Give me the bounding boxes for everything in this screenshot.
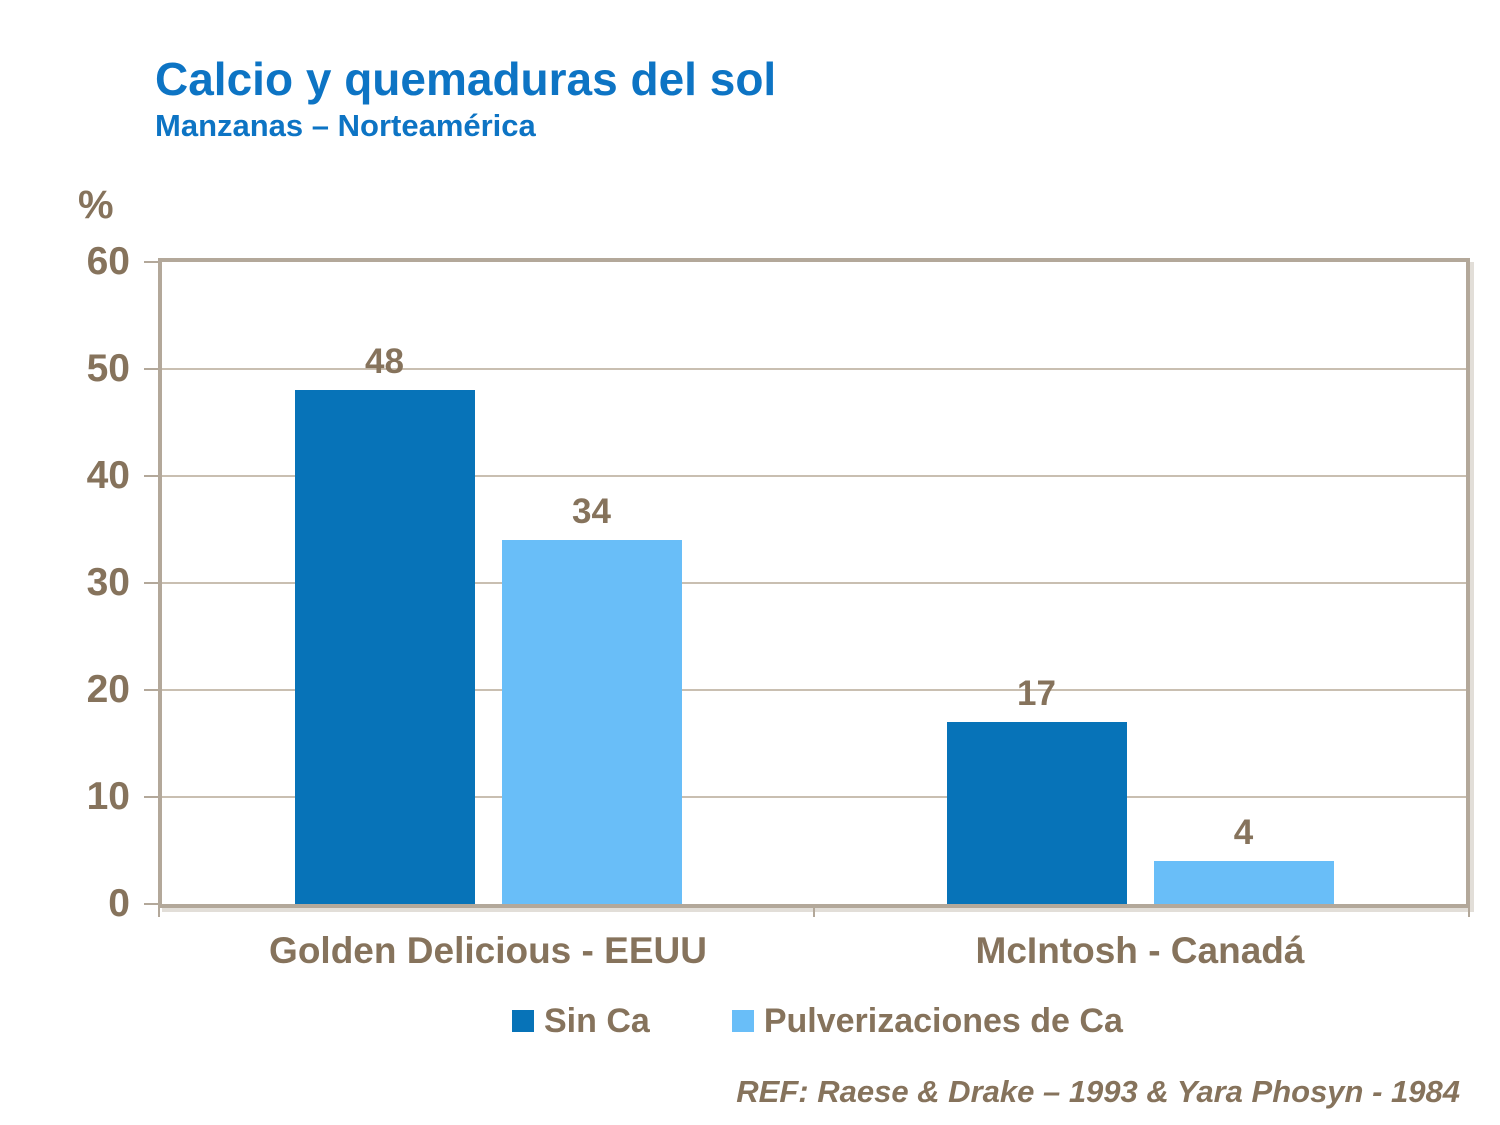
y-tick-label: 40 xyxy=(86,454,130,497)
y-tick-mark xyxy=(144,689,158,691)
x-tick-mark xyxy=(1468,904,1470,917)
y-tick-label: 0 xyxy=(108,882,130,925)
value-label: 34 xyxy=(572,492,611,532)
value-label: 48 xyxy=(365,342,404,382)
bar-pulverizaciones-de-ca xyxy=(501,540,682,904)
bar-sin-ca xyxy=(294,390,475,904)
plot-inner: 48 34 17 4 xyxy=(162,262,1466,904)
y-tick-label: 50 xyxy=(86,347,130,390)
x-tick-mark xyxy=(158,904,160,917)
y-tick-mark xyxy=(144,903,158,905)
value-label: 4 xyxy=(1233,813,1254,853)
legend-swatch xyxy=(731,1010,754,1032)
plot-area: 48 34 17 4 xyxy=(158,258,1470,908)
legend: Sin Ca Pulverizaciones de Ca xyxy=(512,999,1123,1043)
y-tick-label: 60 xyxy=(86,240,130,283)
bar-pulverizaciones-de-ca xyxy=(1153,861,1334,904)
chart-title: Calcio y quemaduras del sol xyxy=(155,53,777,105)
gridline xyxy=(162,368,1466,370)
gridline xyxy=(162,582,1466,584)
y-tick-label: 10 xyxy=(86,775,130,818)
legend-label: Pulverizaciones de Ca xyxy=(763,1002,1123,1040)
legend-item: Sin Ca xyxy=(512,999,650,1043)
y-tick-label: 20 xyxy=(86,668,130,711)
y-tick-label: 30 xyxy=(86,561,130,604)
y-tick-mark xyxy=(144,475,158,477)
gridline xyxy=(162,475,1466,477)
legend-item: Pulverizaciones de Ca xyxy=(731,999,1123,1043)
legend-label: Sin Ca xyxy=(544,1002,650,1040)
bar-sin-ca xyxy=(946,722,1127,904)
y-tick-mark xyxy=(144,261,158,263)
chart-subtitle: Manzanas – Norteamérica xyxy=(155,108,536,143)
legend-swatch xyxy=(512,1010,534,1032)
gridline xyxy=(162,796,1466,798)
category-label: Golden Delicious - EEUU xyxy=(269,930,707,971)
value-label: 17 xyxy=(1017,674,1056,714)
x-tick-mark xyxy=(813,904,815,917)
y-tick-mark xyxy=(144,582,158,584)
gridline xyxy=(162,689,1466,691)
y-tick-mark xyxy=(144,796,158,798)
category-label: McIntosh - Canadá xyxy=(975,930,1305,971)
reference-note: REF: Raese & Drake – 1993 & Yara Phosyn … xyxy=(736,1074,1460,1109)
y-axis-unit-label: % xyxy=(78,183,114,227)
y-tick-mark xyxy=(144,368,158,370)
